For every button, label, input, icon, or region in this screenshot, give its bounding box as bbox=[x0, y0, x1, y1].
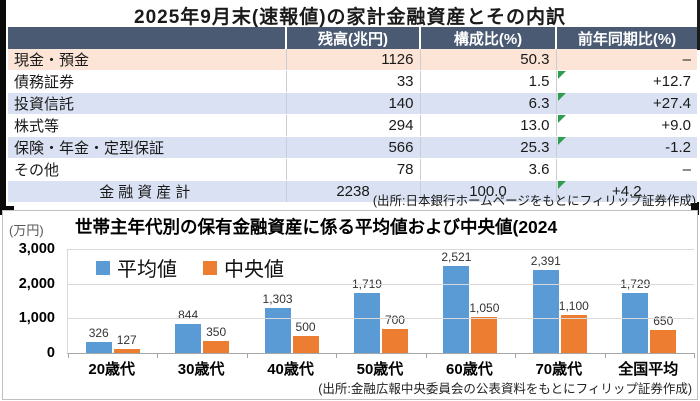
legend-item-average: 平均値 bbox=[96, 253, 177, 282]
bar-value-label: 2,521 bbox=[441, 249, 472, 264]
x-axis-tick bbox=[425, 353, 427, 358]
x-axis-tick bbox=[515, 353, 517, 358]
y-axis-unit-label: (万円) bbox=[9, 223, 44, 238]
bar-平均値 bbox=[175, 323, 202, 353]
x-axis-label: 全国平均 bbox=[618, 361, 679, 378]
x-axis-labels: 20歳代 30歳代 40歳代 50歳代 60歳代 70歳代 全国平均 bbox=[67, 358, 693, 379]
chart-title: 世帯主年代別の保有金融資産に係る平均値および中央値(2024 bbox=[75, 217, 558, 237]
bar-中央値 bbox=[560, 314, 587, 353]
x-axis-label: 50歳代 bbox=[356, 361, 404, 378]
x-axis-tick bbox=[246, 353, 248, 358]
col-header-item bbox=[8, 27, 286, 49]
slide-edge-right bbox=[697, 0, 700, 50]
table-row-cash: 現金・預金 1126 50.3 – bbox=[8, 49, 697, 71]
x-axis-label: 60歳代 bbox=[446, 361, 493, 378]
gridline bbox=[68, 249, 694, 250]
bar-value-label: 844 bbox=[178, 307, 199, 322]
gridline bbox=[68, 318, 694, 320]
x-axis-tick bbox=[694, 353, 695, 358]
green-corner-marker bbox=[557, 93, 566, 101]
bar-中央値 bbox=[471, 316, 498, 353]
slide-edge-left bbox=[0, 0, 6, 213]
y-tick-label: 0 bbox=[46, 345, 55, 361]
bar-value-label: 700 bbox=[384, 312, 405, 327]
x-axis-label: 70歳代 bbox=[535, 361, 583, 378]
bar-value-label: 127 bbox=[116, 332, 137, 347]
bar-chart-panel: (万円) 世帯主年代別の保有金融資産に係る平均値および中央値(2024 0 1,0… bbox=[2, 210, 698, 400]
table-row-insurance-pension: 保険・年金・定型保証 566 25.3 -1.2 bbox=[8, 136, 697, 159]
bar-中央値 bbox=[113, 348, 140, 353]
col-header-yoy: 前年同期比(%) bbox=[555, 27, 697, 49]
x-axis-label: 20歳代 bbox=[88, 361, 136, 378]
bar-中央値 bbox=[650, 330, 677, 353]
col-header-share: 構成比(%) bbox=[419, 27, 556, 49]
bar-group: 1,729 650 bbox=[605, 249, 694, 353]
table-header-row: 残高(兆円) 構成比(%) 前年同期比(%) bbox=[8, 27, 697, 49]
bar-平均値 bbox=[443, 265, 470, 353]
legend-item-median: 中央値 bbox=[203, 253, 284, 282]
slide-edge-right-foot bbox=[691, 202, 699, 215]
bar-group: 844 350 bbox=[157, 249, 246, 353]
bar-value-label: 1,050 bbox=[469, 300, 500, 315]
y-tick-label: 2,000 bbox=[18, 275, 55, 292]
table-row-total: 金融資産計 2238 100.0 +4.2 bbox=[8, 180, 697, 203]
bar-group: 2,391 1,100 bbox=[515, 249, 604, 353]
legend-label: 中央値 bbox=[224, 259, 284, 281]
bar-value-label: 1,100 bbox=[558, 298, 589, 313]
bar-value-label: 500 bbox=[295, 319, 316, 334]
gridline bbox=[68, 283, 694, 285]
bar-中央値 bbox=[203, 340, 230, 353]
bar-中央値 bbox=[381, 328, 408, 353]
average-swatch-icon bbox=[96, 260, 110, 275]
bar-平均値 bbox=[264, 307, 291, 353]
bar-value-label: 1,303 bbox=[262, 291, 293, 306]
bar-value-label: 2,391 bbox=[530, 254, 561, 269]
bar-value-label: 350 bbox=[206, 324, 227, 339]
x-axis-label: 40歳代 bbox=[267, 361, 314, 378]
median-swatch-icon bbox=[203, 260, 217, 275]
table-title: 2025年9月末(速報値)の家計金融資産とその内訳 bbox=[134, 7, 566, 28]
y-tick-label: 1,000 bbox=[18, 310, 55, 327]
green-corner-marker bbox=[557, 181, 566, 189]
green-corner-marker bbox=[557, 115, 566, 123]
x-axis-tick bbox=[68, 353, 69, 358]
chart-legend: 平均値 中央値 bbox=[96, 253, 284, 282]
plot-area: 326 127 844 350 1,303 500 1,719 700 2,521 1,050 2,… bbox=[67, 249, 695, 358]
bar-group: 2,521 1,050 bbox=[426, 249, 515, 353]
x-axis-tick bbox=[157, 353, 159, 358]
legend-label: 平均値 bbox=[117, 259, 177, 281]
x-axis-tick bbox=[336, 353, 338, 358]
y-axis: 0 1,000 2,000 3,000 bbox=[3, 241, 61, 361]
bar-value-label: 326 bbox=[88, 325, 109, 340]
bar-value-label: 650 bbox=[653, 314, 674, 329]
bar-group: 326 127 bbox=[68, 249, 157, 353]
bar-平均値 bbox=[85, 341, 112, 353]
table-row-equities: 株式等 294 13.0 +9.0 bbox=[8, 114, 697, 137]
table-row-other: その他 78 3.6 – bbox=[8, 158, 697, 181]
x-axis-label: 30歳代 bbox=[177, 361, 225, 378]
col-header-balance: 残高(兆円) bbox=[285, 27, 420, 49]
bar-group: 1,719 700 bbox=[336, 249, 425, 353]
green-corner-marker bbox=[557, 137, 566, 145]
table-row-investment-trusts: 投資信託 140 6.3 +27.4 bbox=[8, 92, 697, 115]
bar-group: 1,303 500 bbox=[247, 249, 336, 353]
bar-平均値 bbox=[353, 293, 380, 353]
bar-平均値 bbox=[532, 270, 559, 353]
financial-assets-table: 残高(兆円) 構成比(%) 前年同期比(%) 現金・預金 1126 50.3 –… bbox=[8, 27, 697, 203]
x-axis-tick bbox=[604, 353, 606, 358]
chart-source-note: (出所:金融広報中央委員会の公表資料をもとにフィリップ証券作成) bbox=[318, 382, 692, 396]
y-tick-label: 3,000 bbox=[18, 241, 55, 257]
table-source-note: (出所:日本銀行ホームページをもとにフィリップ証券作成) bbox=[372, 194, 696, 208]
table-row-debt-securities: 債務証券 33 1.5 +12.7 bbox=[8, 70, 697, 93]
bar-平均値 bbox=[622, 293, 649, 353]
bar-中央値 bbox=[292, 335, 319, 353]
green-corner-marker bbox=[557, 71, 566, 79]
